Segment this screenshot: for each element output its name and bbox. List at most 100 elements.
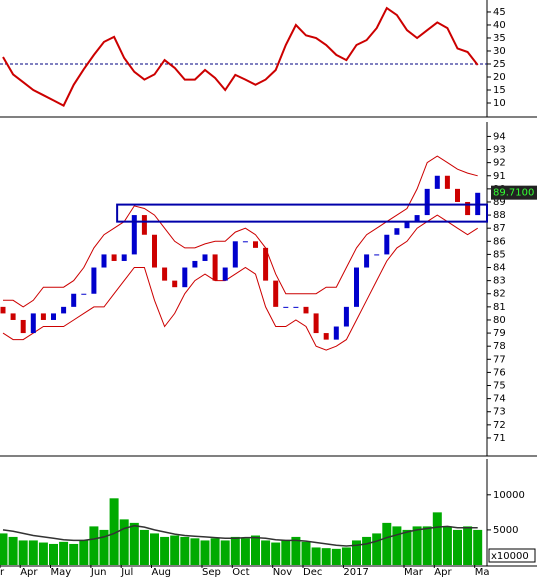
volume-bar [8,536,18,565]
bollinger-upper [3,155,478,308]
volume-bar [150,533,159,565]
y-tick-label: 25 [493,59,506,70]
y-tick-label: 10 [493,98,506,109]
volume-bar [79,540,89,565]
volume-bar [220,540,230,565]
candle [465,201,471,216]
y-tick-label: 45 [493,7,506,18]
unit-label: x10000 [491,551,529,562]
candle [343,306,349,327]
candle [313,313,319,334]
candle [354,267,359,307]
x-tick-label: Apr [20,567,38,578]
y-tick-label: 85 [493,249,506,260]
y-tick-label: 75 [493,381,506,392]
candle [242,241,248,243]
candle [303,306,309,314]
candle [333,326,339,340]
y-tick-label: 76 [493,367,506,378]
y-tick-label: 74 [493,394,506,405]
y-tick-label: 20 [493,72,506,83]
x-tick-label: Jul [120,567,133,578]
indicator-line [2,6,479,107]
volume-bar [210,538,220,565]
volume-bar [442,526,452,565]
volume-bar [453,529,462,565]
candle [131,215,137,255]
x-tick-label: 2017 [343,567,368,578]
volume-bar [422,526,432,565]
volume-bar [281,540,291,565]
x-tick-label: Aug [152,567,172,578]
x-tick-label: Mar [404,567,424,578]
candle [30,313,36,334]
last-price-box [491,185,537,200]
y-tick-label: 92 [493,158,506,169]
candle [263,247,269,281]
candle [10,313,16,320]
volume-bar [291,536,301,565]
volume-bar [473,529,483,565]
candle [394,228,400,235]
y-tick-label: 82 [493,289,506,300]
x-tick-label: May [51,567,72,578]
x-tick-label: Nov [273,567,293,578]
volume-bar [352,540,361,565]
candle [111,254,117,261]
candle [152,234,157,268]
candle [20,319,26,334]
y-tick-label: 10000 [493,490,525,501]
candle [141,215,147,235]
volume-bar [170,535,180,565]
volume-bar [59,541,69,565]
volume-bar [402,529,412,565]
volume-bar [463,526,473,565]
candle [91,267,97,294]
y-tick-label: 71 [493,433,506,444]
candle [424,188,430,216]
volume-bar [99,529,109,565]
candle [192,260,198,268]
y-tick-label: 72 [493,420,506,431]
candle [101,254,107,268]
volume-bar [129,522,139,565]
y-tick-label: 81 [493,302,506,313]
y-tick-label: 94 [493,131,506,142]
candle [434,175,440,189]
volume-bar [251,535,260,565]
y-tick-label: 79 [493,328,506,339]
unit-box [488,548,536,563]
volume-bar [261,540,271,565]
volume-bar [69,543,79,565]
y-tick-label: 89 [493,197,506,208]
x-tick-label: Apr [434,567,452,578]
y-tick-label: 83 [493,276,506,287]
volume-bar [362,536,372,565]
volume-bar [89,526,99,565]
y-tick-label: 30 [493,46,506,57]
volume-bar [119,519,129,565]
volume-bar [392,526,402,565]
y-tick-label: 35 [493,33,506,44]
x-tick-label: r [0,567,5,578]
volume-bar [180,536,190,565]
candle [81,293,87,295]
candle [444,175,450,189]
volume-bar [311,547,321,565]
volume-bar [139,529,149,565]
candle [293,306,299,308]
x-tick-label: Oct [232,567,249,578]
y-tick-label: 87 [493,223,506,234]
volume-bar [200,540,210,565]
volume-bar [240,538,250,565]
x-tick-label: Dec [303,567,322,578]
volume-bar [412,526,422,565]
volume-bar [301,541,311,565]
candle [51,313,56,320]
volume-bar [0,533,8,565]
volume-bar [190,538,200,565]
volume-bar [331,548,341,565]
y-tick-label: 5000 [493,525,518,536]
